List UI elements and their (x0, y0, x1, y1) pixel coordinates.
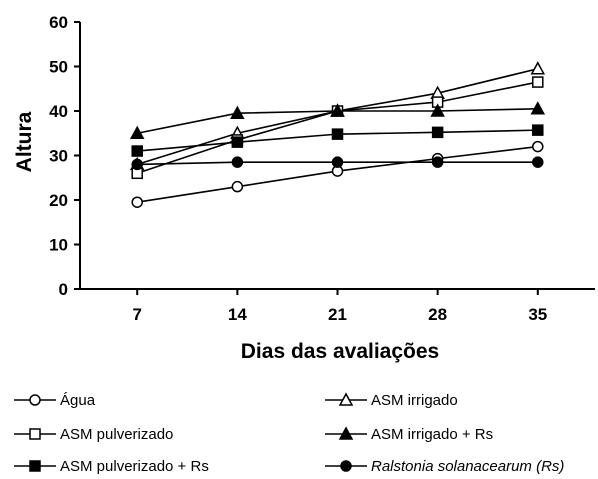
legend-item: Ralstonia solanacearum (Rs) (325, 458, 564, 475)
data-point (532, 156, 544, 168)
data-point (131, 196, 143, 208)
data-point (231, 156, 244, 168)
x-tick-label: 14 (228, 305, 247, 324)
data-point (431, 126, 444, 139)
y-tick-label: 30 (49, 147, 68, 166)
data-point (230, 105, 245, 119)
legend-label: ASM irrigado (371, 392, 458, 409)
data-point (330, 103, 345, 117)
legend-label: ASM pulverizado + Rs (60, 458, 209, 474)
y-tick-label: 20 (49, 191, 68, 210)
data-point (532, 124, 544, 136)
x-tick-label: 35 (528, 305, 547, 324)
series-lines (129, 61, 546, 208)
legend-marker (338, 426, 354, 440)
data-point (530, 101, 546, 115)
legend-marker (29, 394, 41, 406)
legend-item: ASM irrigado + Rs (325, 426, 493, 443)
legend-marker (338, 392, 354, 406)
y-tick-label: 0 (59, 280, 68, 299)
legend-label: Água (60, 392, 96, 409)
legend-marker (29, 428, 41, 440)
data-point (532, 140, 544, 153)
legend-item: ASM pulverizado (14, 426, 173, 443)
x-tick-label: 21 (328, 305, 347, 324)
legend-item: Água (14, 392, 96, 409)
x-tick-label: 7 (132, 305, 141, 324)
y-tick-label: 10 (49, 236, 68, 255)
legend: Água ASM irrigado ASM pulverizado ASM irrig… (14, 392, 564, 475)
data-point (532, 76, 544, 88)
data-point (231, 180, 244, 193)
legend-marker (29, 460, 41, 472)
legend-item: ASM irrigado (325, 392, 458, 409)
series (129, 101, 546, 139)
axes: 0 10 20 30 40 50 60 7 14 21 28 35 (49, 13, 595, 324)
x-axis-title: Dias das avaliações (241, 340, 439, 363)
data-point (430, 103, 445, 117)
legend-label: Ralstonia solanacearum (Rs) (371, 458, 564, 474)
legend-marker (340, 460, 352, 472)
data-point (131, 145, 143, 157)
x-tick-label: 28 (428, 305, 447, 324)
data-point (431, 156, 444, 168)
legend-label: ASM irrigado + Rs (371, 426, 493, 443)
data-point (129, 125, 145, 139)
data-point (331, 128, 344, 140)
legend-label: ASM pulverizado (60, 426, 173, 443)
series (131, 140, 544, 208)
data-point (530, 61, 546, 75)
data-point (131, 158, 143, 171)
series (131, 124, 544, 157)
data-point (231, 136, 244, 148)
data-point (331, 156, 344, 168)
y-tick-label: 40 (49, 102, 68, 121)
series (131, 156, 544, 171)
y-axis-title: Altura (13, 111, 36, 172)
legend-item: ASM pulverizado + Rs (14, 458, 209, 475)
y-tick-label: 50 (49, 58, 68, 77)
y-tick-label: 60 (49, 13, 68, 32)
